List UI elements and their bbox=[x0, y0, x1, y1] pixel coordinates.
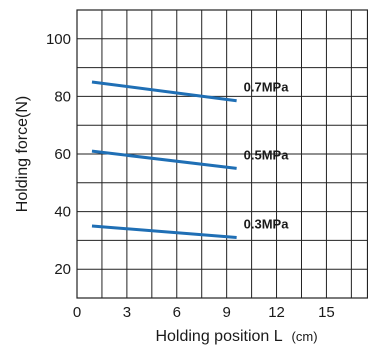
series-label-0.7MPa: 0.7MPa bbox=[244, 80, 290, 95]
series-label-0.3MPa: 0.3MPa bbox=[244, 217, 290, 232]
tick-labels: 0 3 6 9 12 15 20 40 60 80 100 bbox=[46, 31, 335, 321]
y-tick-label: 20 bbox=[54, 261, 71, 278]
y-tick-label: 100 bbox=[46, 31, 71, 48]
y-tick-label: 40 bbox=[54, 204, 71, 221]
x-axis-label: Holding position L bbox=[155, 328, 282, 345]
y-tick-label: 80 bbox=[54, 88, 71, 105]
series-lines bbox=[91, 80, 237, 240]
x-tick-label: 0 bbox=[73, 304, 81, 321]
x-tick-label: 3 bbox=[123, 304, 131, 321]
y-axis-title: Holding force(N) bbox=[14, 96, 31, 212]
x-axis-unit: (cm) bbox=[292, 329, 318, 344]
x-tick-label: 6 bbox=[173, 304, 181, 321]
series-line-0.3MPa bbox=[91, 224, 237, 240]
x-tick-label: 9 bbox=[222, 304, 230, 321]
x-axis-title: Holding position L (cm) bbox=[155, 328, 317, 345]
y-tick-label: 60 bbox=[54, 146, 71, 163]
grid bbox=[76, 9, 368, 299]
series-label-0.5MPa: 0.5MPa bbox=[244, 147, 290, 162]
x-tick-label: 15 bbox=[318, 304, 335, 321]
series-labels: 0.7MPa 0.5MPa 0.3MPa bbox=[244, 80, 290, 232]
series-line-0.7MPa bbox=[91, 80, 237, 103]
x-tick-label: 12 bbox=[268, 304, 285, 321]
series-line-0.5MPa bbox=[91, 149, 237, 170]
